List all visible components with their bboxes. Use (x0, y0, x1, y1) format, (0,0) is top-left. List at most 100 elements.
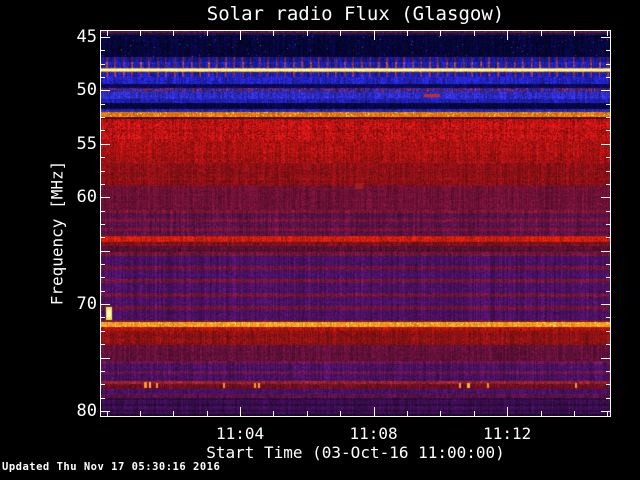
y-tick-label: 55 (76, 133, 97, 154)
tick-mark (440, 411, 442, 416)
y-tick-label: 80 (76, 400, 97, 421)
tick-mark (407, 31, 408, 36)
tick-mark (206, 411, 208, 416)
tick-mark (101, 210, 105, 212)
tick-mark (607, 411, 609, 416)
tick-mark (101, 170, 105, 172)
tick-mark (101, 317, 105, 319)
tick-mark (101, 384, 105, 386)
tick-mark (101, 183, 105, 185)
x-tick-label: 11:04 (215, 424, 265, 443)
tick-mark (101, 103, 105, 105)
tick-mark (373, 31, 375, 40)
tick-mark (473, 31, 475, 36)
tick-mark (101, 250, 110, 252)
tick-mark (606, 397, 610, 399)
tick-mark (606, 63, 610, 65)
tick-mark (173, 31, 175, 36)
tick-mark (573, 411, 575, 416)
tick-mark (507, 31, 509, 40)
tick-mark (601, 197, 610, 199)
tick-mark (606, 237, 610, 239)
tick-mark (606, 277, 610, 279)
tick-mark (240, 31, 242, 40)
tick-mark (601, 143, 610, 145)
tick-mark (606, 183, 610, 185)
updated-timestamp: Updated Thu Nov 17 05:30:16 2016 (2, 461, 221, 473)
tick-mark (606, 103, 610, 105)
tick-mark (606, 50, 610, 52)
tick-mark (101, 277, 105, 279)
tick-mark (340, 411, 342, 416)
tick-mark (106, 31, 108, 36)
tick-mark (101, 330, 105, 332)
tick-mark (473, 411, 475, 416)
tick-mark (606, 330, 610, 332)
y-tick-label: 50 (76, 80, 97, 101)
tick-mark (507, 407, 509, 416)
tick-mark (606, 317, 610, 319)
tick-mark (240, 407, 242, 416)
tick-mark (607, 31, 609, 36)
tick-mark (601, 90, 610, 92)
tick-mark (101, 344, 105, 346)
tick-mark (601, 304, 610, 306)
tick-mark (101, 197, 110, 199)
tick-mark (601, 357, 610, 359)
plot-title: Solar radio Flux (Glasgow) (206, 3, 505, 25)
tick-mark (106, 411, 108, 416)
tick-mark (273, 31, 275, 36)
tick-mark (101, 143, 110, 145)
tick-mark (407, 411, 408, 416)
tick-mark (101, 264, 105, 266)
tick-mark (101, 117, 105, 119)
tick-mark (606, 210, 610, 212)
tick-mark (101, 36, 110, 38)
tick-mark (273, 411, 275, 416)
tick-mark (139, 411, 141, 416)
tick-mark (206, 31, 208, 36)
tick-mark (373, 407, 375, 416)
tick-mark (540, 411, 542, 416)
tick-mark (101, 77, 105, 79)
x-tick-label: 11:08 (349, 424, 398, 443)
tick-mark (540, 31, 542, 36)
tick-mark (340, 31, 342, 36)
tick-mark (606, 77, 610, 79)
tick-mark (601, 36, 610, 38)
tick-mark (101, 223, 105, 225)
y-axis-title: Frequency [MHz] (47, 160, 67, 306)
tick-mark (101, 63, 105, 65)
tick-mark (606, 170, 610, 172)
tick-mark (601, 410, 610, 412)
tick-mark (101, 397, 105, 399)
y-tick-label: 45 (76, 26, 97, 47)
tick-mark (101, 237, 105, 239)
spectrogram-canvas (101, 31, 610, 416)
tick-mark (101, 50, 105, 52)
x-tick-label: 11:12 (483, 424, 532, 443)
tick-mark (573, 31, 575, 36)
tick-mark (440, 31, 442, 36)
tick-mark (101, 157, 105, 159)
tick-mark (606, 370, 610, 372)
tick-mark (101, 130, 105, 132)
tick-mark (101, 290, 105, 292)
y-tick-label: 60 (76, 187, 97, 208)
tick-mark (606, 384, 610, 386)
tick-mark (101, 370, 105, 372)
tick-mark (606, 117, 610, 119)
tick-mark (101, 410, 110, 412)
tick-mark (306, 31, 308, 36)
spectrogram-plot-area (100, 30, 611, 417)
tick-mark (101, 357, 110, 359)
tick-mark (606, 290, 610, 292)
tick-mark (606, 157, 610, 159)
tick-mark (306, 411, 308, 416)
tick-mark (606, 130, 610, 132)
tick-mark (101, 90, 110, 92)
tick-mark (601, 250, 610, 252)
tick-mark (173, 411, 175, 416)
tick-mark (606, 223, 610, 225)
